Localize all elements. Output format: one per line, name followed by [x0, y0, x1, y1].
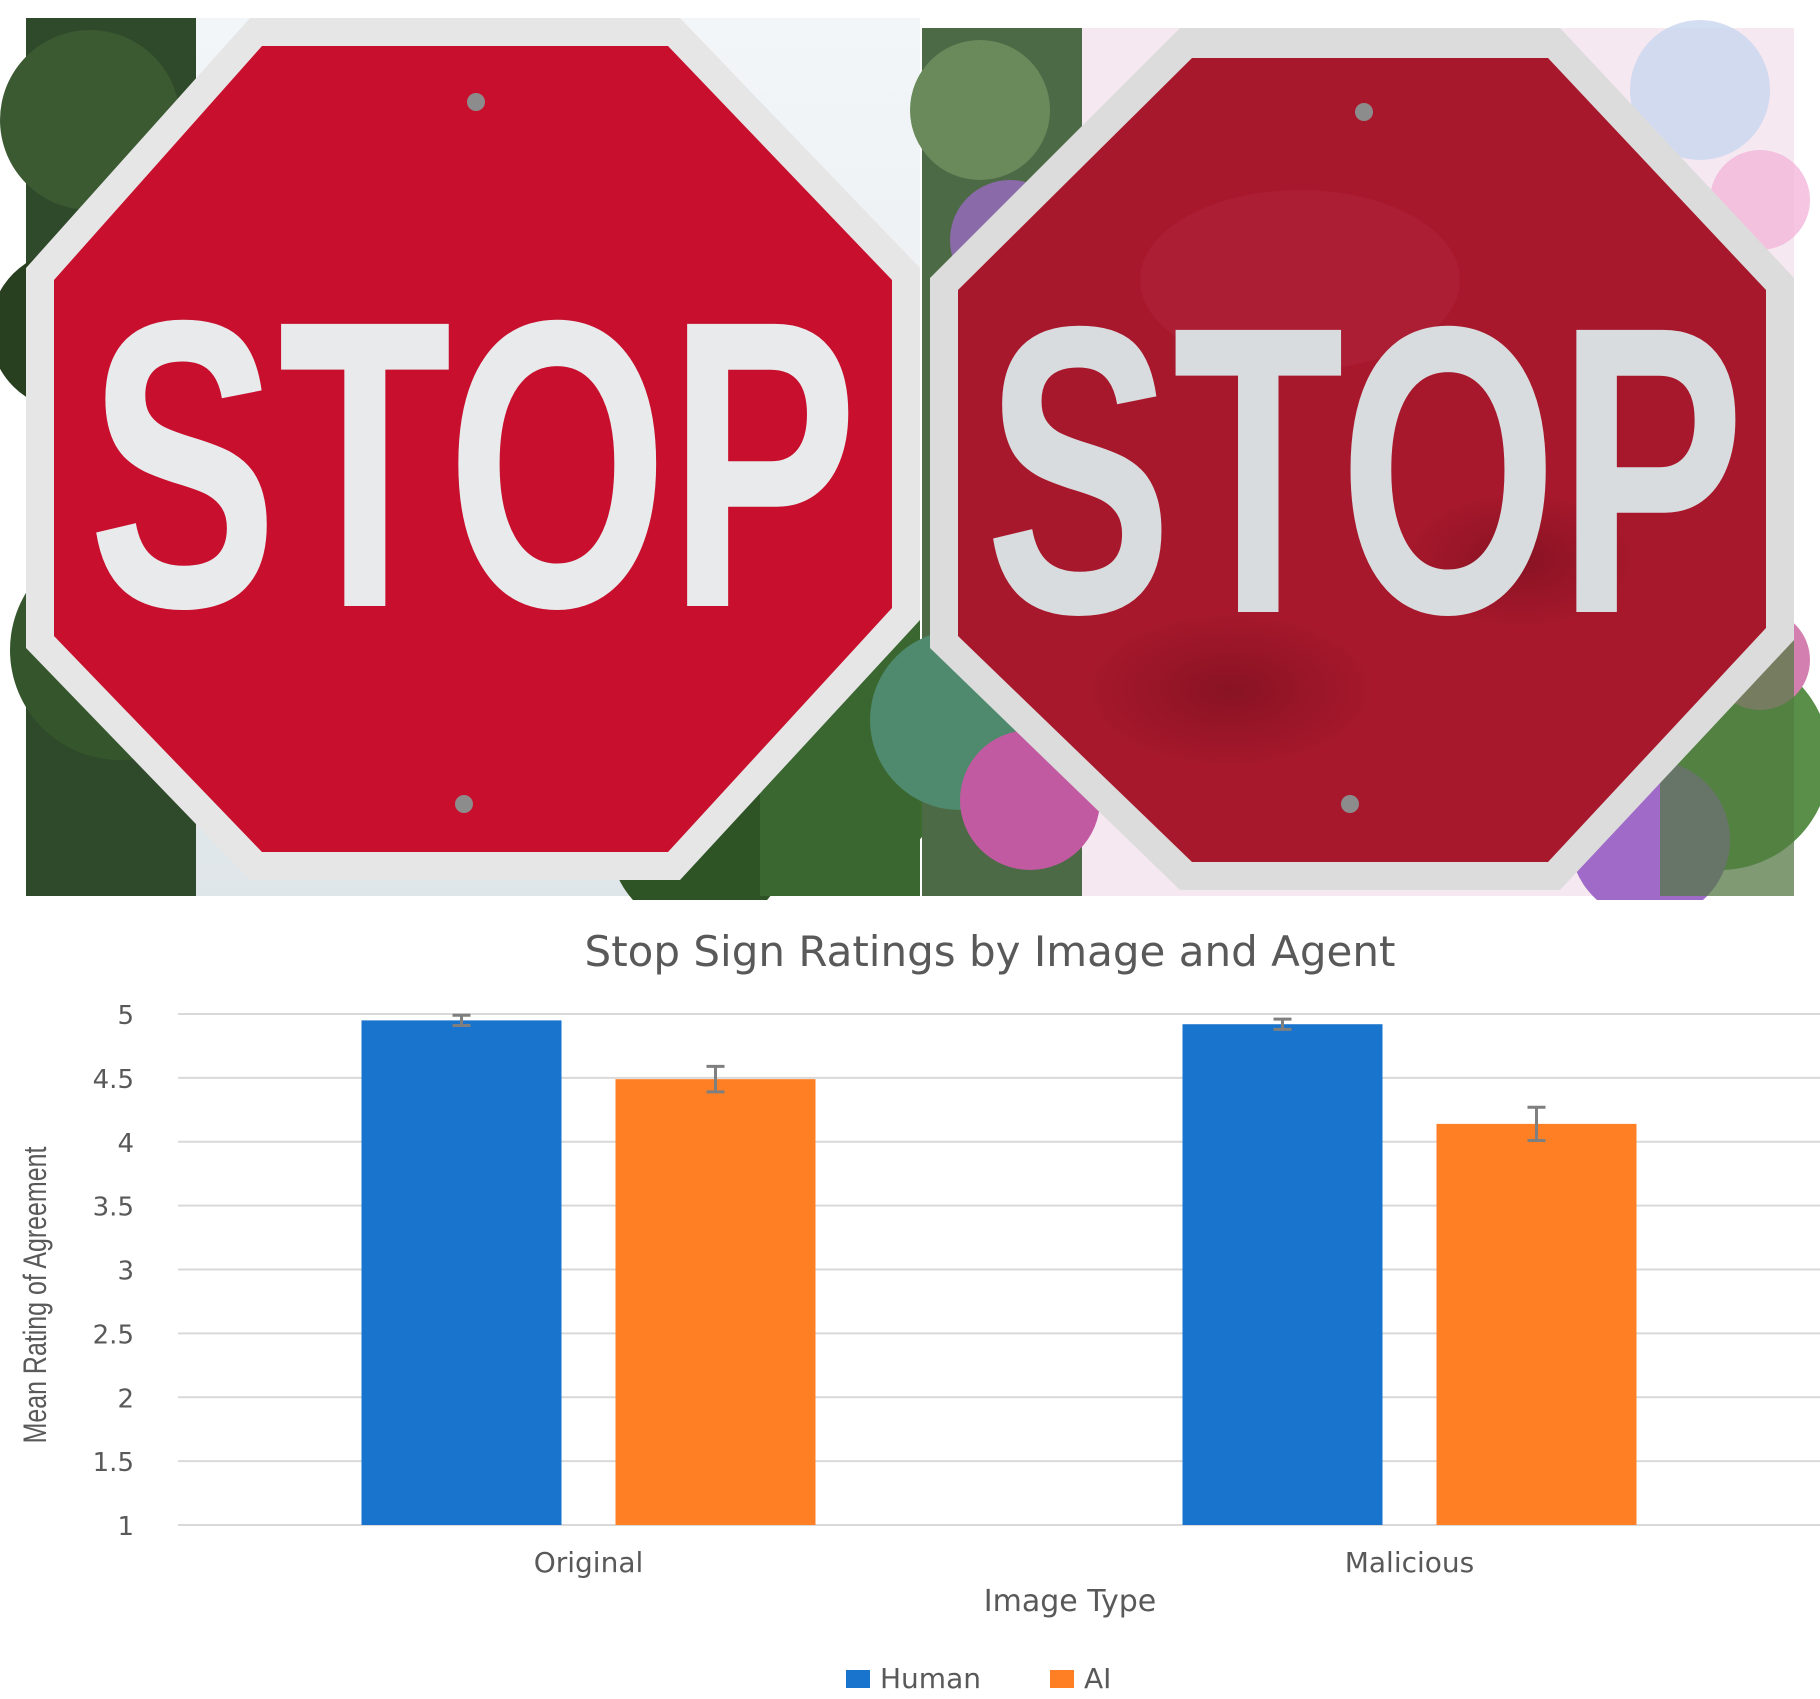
x-tick-label: Original [534, 1546, 644, 1579]
legend-swatch-human [846, 1670, 870, 1688]
y-tick-label: 3 [117, 1257, 134, 1287]
x-tick-label: Malicious [1345, 1546, 1475, 1579]
bar-series [361, 1020, 1637, 1525]
original-sign-text: STOP [88, 235, 858, 693]
legend-label-ai: AI [1084, 1662, 1111, 1695]
y-tick-label: 4 [117, 1129, 134, 1159]
y-tick-labels: 1 1.5 2 2.5 3 3.5 4 4.5 5 [93, 1001, 134, 1542]
original-photo: STOP [0, 18, 950, 900]
chart-title: Stop Sign Ratings by Image and Agent [585, 927, 1396, 976]
bar-ai-malicious [1436, 1123, 1637, 1525]
x-tick-labels: Original Malicious [534, 1546, 1475, 1579]
x-axis-label: Image Type [984, 1584, 1156, 1619]
legend: Human AI [846, 1662, 1111, 1695]
bar-human-original [361, 1020, 562, 1525]
y-tick-label: 5 [117, 1001, 134, 1031]
stop-sign-photos: STOP STOP [0, 18, 1820, 900]
y-tick-label: 4.5 [93, 1065, 134, 1095]
y-tick-label: 2.5 [93, 1320, 134, 1350]
error-bars [452, 1013, 1546, 1142]
ratings-bar-chart: Stop Sign Ratings by Image and Agent 1 1.… [18, 927, 1820, 1695]
malicious-photo: STOP [870, 20, 1820, 900]
legend-label-human: Human [880, 1662, 981, 1695]
bar-human-malicious [1182, 1024, 1383, 1525]
y-tick-label: 2 [117, 1384, 134, 1414]
y-tick-label: 1 [117, 1512, 134, 1542]
malicious-sign-text: STOP [985, 241, 1745, 699]
original-sign-face [54, 46, 892, 852]
y-tick-label: 3.5 [93, 1193, 134, 1223]
y-tick-label: 1.5 [93, 1448, 134, 1478]
bar-ai-original [615, 1079, 816, 1525]
legend-swatch-ai [1050, 1670, 1074, 1688]
y-axis-label: Mean Rating of Agreement [18, 1147, 54, 1444]
